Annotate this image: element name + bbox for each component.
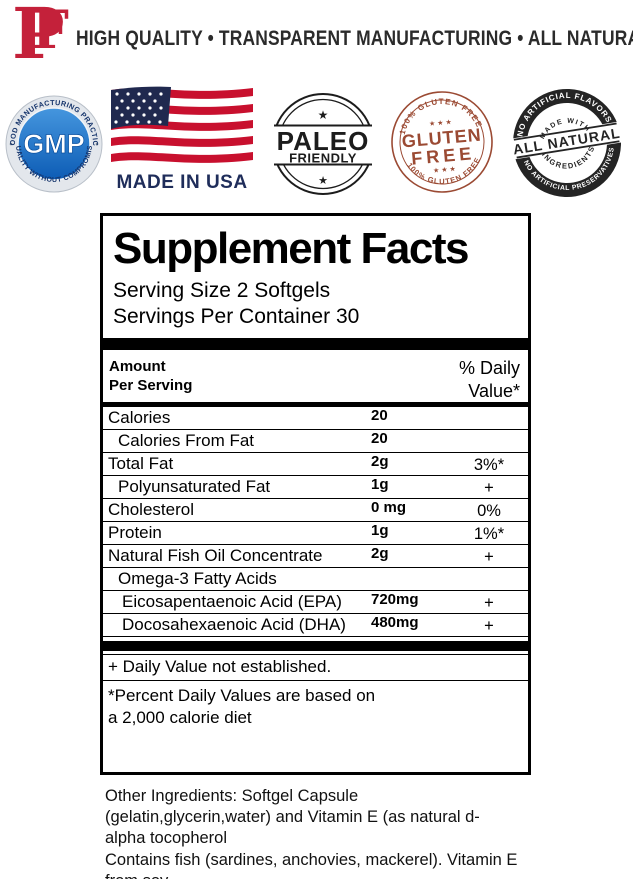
paleo-line2: FRIENDLY bbox=[289, 151, 357, 166]
gmp-blue-circle bbox=[17, 107, 91, 181]
amount-header-line2: Per Serving bbox=[109, 377, 193, 394]
nutrition-row-polyunsaturated-fat: Polyunsaturated Fat 1g + bbox=[103, 476, 528, 499]
nutrient-amount: 480mg bbox=[371, 614, 419, 631]
nutrient-amount: 20 bbox=[371, 407, 388, 424]
nutrient-dv: 1%* bbox=[473, 525, 505, 543]
ingredient-line: Other Ingredients: Softgel Capsule bbox=[105, 787, 359, 805]
nutrition-row-calories-from-fat: Calories From Fat 20 bbox=[103, 430, 528, 453]
nutrient-dv: + bbox=[484, 594, 494, 612]
nutrition-row-omega3: Omega-3 Fatty Acids bbox=[103, 568, 528, 591]
nutrition-row-calories: Calories 20 bbox=[103, 407, 528, 430]
table-header-row: Amount Per Serving % Daily Value* bbox=[103, 350, 528, 402]
badge-all-natural: NO ARTIFICIAL FLAVORS MADE WITH ALL NATU… bbox=[504, 83, 630, 204]
nutrient-amount: 1g bbox=[371, 476, 389, 493]
nutrient-label: Calories From Fat bbox=[118, 431, 255, 450]
footnote-percent: *Percent Daily Values are based on a 2,0… bbox=[103, 681, 528, 729]
ingredient-line: alpha tocopherol bbox=[105, 829, 228, 848]
servings-per-container: Servings Per Container 30 bbox=[113, 305, 360, 328]
nutrition-row-total-fat: Total Fat 2g 3%* bbox=[103, 453, 528, 476]
nutrition-rows: Calories 20 Calories From Fat 20 Total F… bbox=[103, 407, 528, 637]
nutrient-label: Total Fat bbox=[108, 454, 174, 473]
nutrition-row-fish-oil-concentrate: Natural Fish Oil Concentrate 2g + bbox=[103, 545, 528, 568]
panel-title-block: Supplement Facts Serving Size 2 Softgels… bbox=[103, 216, 528, 338]
nutrient-dv: 0% bbox=[477, 502, 501, 520]
nutrient-amount: 20 bbox=[371, 430, 388, 447]
footnote-percent-line2: a 2,000 calorie diet bbox=[108, 708, 252, 727]
logo-letter-p: P bbox=[12, 0, 65, 75]
nutrient-label: Omega-3 Fatty Acids bbox=[118, 569, 277, 588]
amount-per-serving-header: Amount Per Serving bbox=[109, 357, 192, 395]
dv-header-line2: Value* bbox=[468, 381, 520, 401]
gluten-stars-top-icon: ★ ★ ★ bbox=[429, 118, 452, 128]
other-ingredients-text: Other Ingredients: Softgel Capsule (gela… bbox=[105, 786, 580, 879]
footnote-daily-value: + Daily Value not established. bbox=[103, 654, 528, 681]
gluten-center-line2: FREE bbox=[410, 143, 476, 169]
gmp-center-text: GMP bbox=[23, 129, 85, 159]
nutrition-row-epa: Eicosapentaenoic Acid (EPA) 720mg + bbox=[103, 591, 528, 614]
usa-flag-stars bbox=[114, 92, 163, 124]
badge-paleo-friendly: ★ PALEO FRIENDLY ★ bbox=[271, 88, 375, 200]
usa-flag-icon bbox=[111, 86, 253, 163]
nutrient-label: Natural Fish Oil Concentrate bbox=[108, 546, 323, 565]
supplement-facts-title: Supplement Facts bbox=[113, 224, 469, 273]
gluten-free-stamp-icon: 100% GLUTEN FREE ★ ★ ★ GLUTEN FREE ★ ★ ★… bbox=[391, 91, 493, 193]
gmp-seal-icon: GOOD MANUFACTURING PRACTICE GMP QUALITY … bbox=[1, 81, 103, 193]
gluten-stars-bottom-icon: ★ ★ ★ bbox=[433, 165, 456, 175]
all-natural-stamp-icon: NO ARTIFICIAL FLAVORS MADE WITH ALL NATU… bbox=[509, 84, 624, 199]
dv-header-line1: % Daily bbox=[458, 358, 520, 378]
serving-size: Serving Size 2 Softgels bbox=[113, 279, 331, 302]
nutrient-amount: 720mg bbox=[371, 591, 419, 608]
separator-bar-thick bbox=[103, 338, 528, 350]
paleo-star-top-icon: ★ bbox=[318, 108, 329, 122]
paleo-star-bottom-icon: ★ bbox=[318, 175, 328, 187]
nutrient-amount: 0 mg bbox=[371, 499, 407, 516]
nutrient-dv: + bbox=[484, 548, 494, 566]
separator-bar-medium bbox=[103, 402, 528, 407]
nutrient-label: Polyunsaturated Fat bbox=[118, 477, 271, 496]
nutrient-label: Protein bbox=[108, 523, 162, 542]
nutrition-row-protein: Protein 1g 1%* bbox=[103, 522, 528, 545]
ingredient-line: from soy. bbox=[105, 871, 580, 879]
amount-header-line1: Amount bbox=[109, 358, 166, 375]
paleo-stamp-icon: ★ PALEO FRIENDLY ★ bbox=[271, 93, 375, 195]
badge-gluten-free: 100% GLUTEN FREE ★ ★ ★ GLUTEN FREE ★ ★ ★… bbox=[389, 85, 495, 200]
badge-gmp: GOOD MANUFACTURING PRACTICE GMP QUALITY … bbox=[1, 81, 104, 200]
nutrient-amount: 1g bbox=[371, 522, 389, 539]
brand-logo: P F bbox=[6, 0, 69, 84]
usa-flag-canton bbox=[111, 86, 171, 129]
nutrient-amount: 2g bbox=[371, 453, 389, 470]
ingredient-line: Contains fish (sardines, anchovies, mack… bbox=[105, 850, 518, 869]
nutrient-label: Calories bbox=[108, 408, 171, 427]
nutrient-dv: 3%* bbox=[473, 456, 505, 474]
logo-letter-f: F bbox=[32, 0, 69, 61]
daily-value-header: % Daily Value* bbox=[459, 357, 520, 403]
supplement-facts-panel: Supplement Facts Serving Size 2 Softgels… bbox=[100, 213, 531, 775]
footnote-percent-line1: *Percent Daily Values are based on bbox=[108, 686, 376, 705]
nutrient-amount: 2g bbox=[371, 545, 389, 562]
badge-made-in-usa: MADE IN USA bbox=[110, 86, 254, 196]
nutrient-label: Docosahexaenoic Acid (DHA) bbox=[122, 615, 346, 634]
nutrient-label: Eicosapentaenoic Acid (EPA) bbox=[122, 592, 342, 611]
nutrition-row-cholesterol: Cholesterol 0 mg 0% bbox=[103, 499, 528, 522]
paleo-line1: PALEO bbox=[277, 126, 370, 156]
ingredient-line: (gelatin,glycerin,water) and Vitamin E (… bbox=[105, 808, 480, 827]
separator-bar-thick-bottom bbox=[103, 641, 528, 651]
nutrition-row-dha: Docosahexaenoic Acid (DHA) 480mg + bbox=[103, 614, 528, 637]
nutrient-label: Cholesterol bbox=[108, 500, 194, 519]
nutrient-dv: + bbox=[484, 617, 494, 635]
nutrient-dv: + bbox=[484, 479, 494, 497]
made-in-usa-label: MADE IN USA bbox=[116, 172, 248, 193]
header-tagline: HIGH QUALITY • TRANSPARENT MANUFACTURING… bbox=[76, 27, 633, 50]
